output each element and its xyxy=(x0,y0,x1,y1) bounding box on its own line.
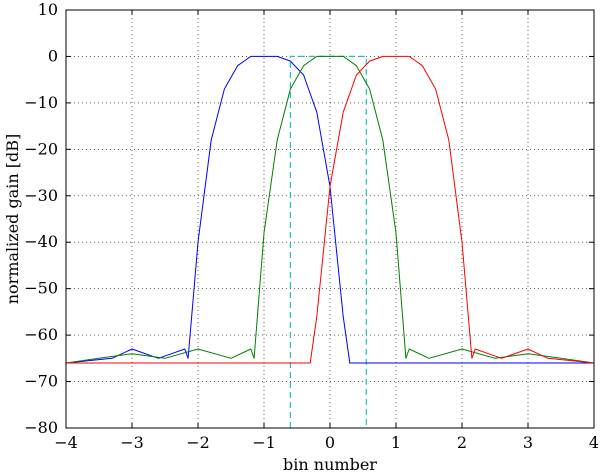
y-axis-label: normalized gain [dB] xyxy=(3,134,22,305)
x-tick-label: 1 xyxy=(391,433,401,452)
x-tick-label: 0 xyxy=(325,433,335,452)
y-tick-label: −80 xyxy=(24,418,58,437)
plot-background xyxy=(66,10,594,428)
x-tick-label: −1 xyxy=(252,433,276,452)
series-line-1 xyxy=(65,55,595,364)
grid xyxy=(66,10,594,428)
x-tick-label: 3 xyxy=(523,433,533,452)
y-tick-label: 0 xyxy=(48,46,58,65)
y-tick-label: 10 xyxy=(38,0,58,19)
ticks xyxy=(65,9,595,429)
y-tick-label: −20 xyxy=(24,139,58,158)
y-tick-label: −40 xyxy=(24,232,58,251)
x-tick-label: −4 xyxy=(54,433,78,452)
series-line-0 xyxy=(65,55,594,364)
y-tick-label: −10 xyxy=(24,93,58,112)
x-tick-label: −2 xyxy=(186,433,210,452)
y-tick-label: −60 xyxy=(24,325,58,344)
passband-outline xyxy=(289,55,367,428)
y-tick-label: −70 xyxy=(24,372,58,391)
series-layer xyxy=(65,55,595,428)
x-tick-label: 4 xyxy=(589,433,599,452)
x-axis-label: bin number xyxy=(283,455,377,473)
x-tick-label: −3 xyxy=(120,433,144,452)
series-line-2 xyxy=(66,55,595,364)
y-tick-label: −30 xyxy=(24,186,58,205)
y-tick-label: −50 xyxy=(24,279,58,298)
x-tick-label: 2 xyxy=(457,433,467,452)
